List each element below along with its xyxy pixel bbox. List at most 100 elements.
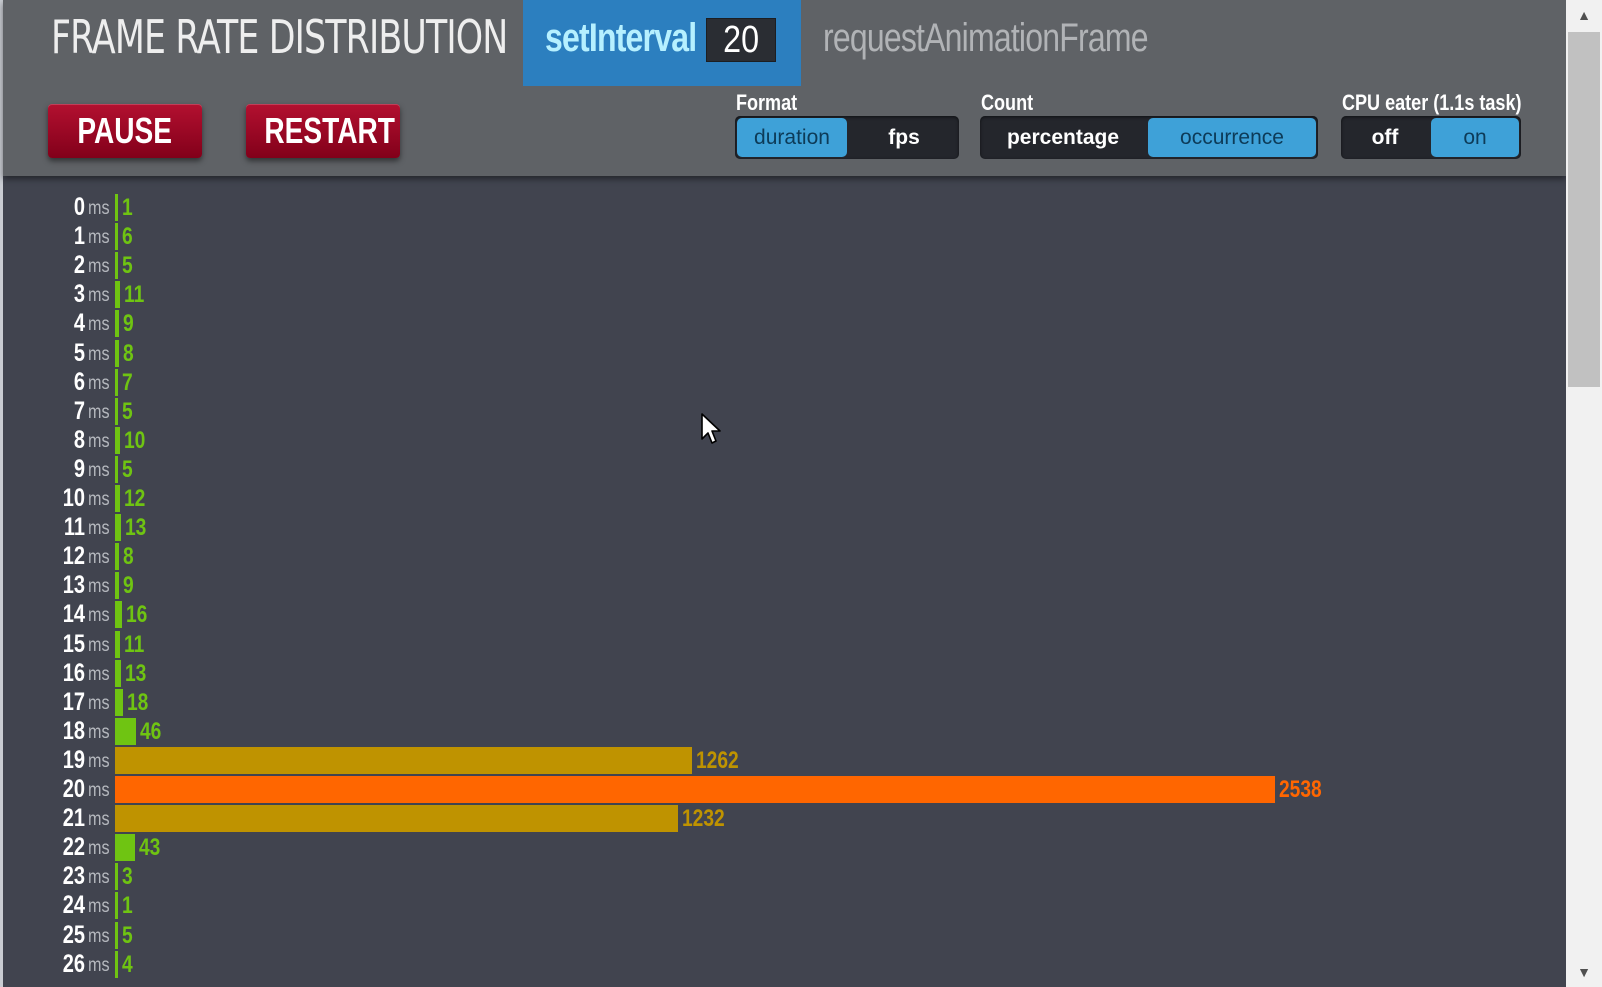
histogram-bar <box>115 630 120 658</box>
row-unit-label: ms <box>88 227 110 249</box>
pause-button-label: PAUSE <box>77 110 173 151</box>
row-duration-label: 24 <box>62 891 85 920</box>
histogram-row: 5 ms 8 <box>0 339 1560 368</box>
row-duration-label: 12 <box>62 542 85 571</box>
row-unit-label: ms <box>88 634 110 656</box>
row-count-label: 1232 <box>682 805 725 833</box>
row-count-label: 13 <box>125 514 147 542</box>
row-unit-label: ms <box>88 605 110 627</box>
vertical-scrollbar[interactable]: ▲ ▼ <box>1566 0 1602 987</box>
row-duration-label: 19 <box>62 745 85 774</box>
scroll-up-arrow-icon[interactable]: ▲ <box>1577 7 1591 23</box>
row-count-label: 9 <box>123 310 134 338</box>
interval-input[interactable]: 20 <box>706 18 776 62</box>
row-unit-label: ms <box>88 314 110 336</box>
row-count-label: 12 <box>124 485 146 512</box>
histogram-row: 22 ms 43 <box>0 833 1560 862</box>
histogram-row: 7 ms 5 <box>0 397 1560 426</box>
row-duration-label: 2 <box>73 251 85 280</box>
count-option-percentage[interactable]: percentage <box>1006 126 1120 149</box>
format-option-duration[interactable]: duration <box>737 118 847 157</box>
row-count-label: 7 <box>122 368 133 396</box>
restart-button[interactable]: RESTART <box>246 104 400 158</box>
histogram-bar <box>115 194 118 221</box>
mouse-pointer-icon <box>701 413 721 444</box>
format-toggle: duration fps <box>735 116 959 159</box>
histogram-row: 25 ms 5 <box>0 921 1560 950</box>
row-duration-label: 6 <box>73 367 85 396</box>
histogram-row: 23 ms 3 <box>0 862 1560 891</box>
row-unit-label: ms <box>88 896 110 918</box>
row-duration-label: 10 <box>62 484 85 512</box>
row-count-label: 16 <box>126 601 148 629</box>
histogram-row: 21 ms 1232 <box>0 804 1560 833</box>
histogram-bar <box>115 514 121 542</box>
row-unit-label: ms <box>88 198 110 219</box>
row-unit-label: ms <box>88 663 110 685</box>
row-unit-label: ms <box>88 518 110 540</box>
tab-setinterval-label: setInterval <box>545 16 697 60</box>
row-count-label: 5 <box>122 455 133 483</box>
format-label: Format <box>736 90 798 115</box>
cpu-option-on[interactable]: on <box>1431 118 1519 157</box>
histogram-row: 26 ms 4 <box>0 950 1560 979</box>
histogram-row: 2 ms 5 <box>0 251 1560 280</box>
row-duration-label: 8 <box>73 425 85 454</box>
histogram-bar <box>115 455 118 483</box>
cpu-option-off[interactable]: off <box>1371 126 1399 149</box>
row-duration-label: 26 <box>62 949 85 978</box>
row-unit-label: ms <box>88 372 110 394</box>
row-count-label: 1 <box>122 892 133 920</box>
row-unit-label: ms <box>88 954 110 976</box>
row-count-label: 13 <box>125 659 147 687</box>
histogram-row: 15 ms 11 <box>0 630 1560 659</box>
row-count-label: 9 <box>123 572 134 600</box>
histogram-bar <box>115 426 120 454</box>
row-count-label: 2538 <box>1279 776 1322 803</box>
histogram-row: 6 ms 7 <box>0 368 1560 397</box>
header-bar: FRAME RATE DISTRIBUTION setInterval 20 r… <box>3 0 1566 176</box>
histogram-row: 18 ms 46 <box>0 717 1560 746</box>
restart-button-label: RESTART <box>264 110 395 151</box>
histogram-row: 19 ms 1262 <box>0 746 1560 775</box>
row-count-label: 18 <box>127 688 149 716</box>
histogram-row: 11 ms 13 <box>0 513 1560 542</box>
window-left-edge <box>0 0 3 987</box>
count-toggle: percentage occurrence <box>980 116 1318 159</box>
histogram-bar <box>115 805 678 833</box>
row-unit-label: ms <box>88 867 110 889</box>
tab-setinterval[interactable]: setInterval 20 <box>523 0 801 86</box>
histogram-row: 16 ms 13 <box>0 659 1560 688</box>
histogram-row: 12 ms 8 <box>0 542 1560 571</box>
scroll-down-arrow-icon[interactable]: ▼ <box>1577 964 1591 980</box>
tab-request-animation-frame[interactable]: requestAnimationFrame <box>823 16 1148 60</box>
pause-button[interactable]: PAUSE <box>48 104 202 158</box>
histogram-bar <box>115 921 118 949</box>
row-count-label: 5 <box>122 921 133 949</box>
row-duration-label: 16 <box>62 658 85 687</box>
histogram-row: 13 ms 9 <box>0 571 1560 600</box>
histogram-bar <box>115 746 692 774</box>
row-unit-label: ms <box>88 547 110 569</box>
row-duration-label: 18 <box>62 716 85 745</box>
row-duration-label: 9 <box>73 454 85 483</box>
row-unit-label: ms <box>88 489 110 510</box>
histogram-bar <box>115 572 119 600</box>
count-label: Count <box>981 90 1034 115</box>
histogram-row: 20 ms 2538 <box>0 775 1560 804</box>
row-duration-label: 4 <box>73 309 85 338</box>
count-option-occurrence[interactable]: occurrence <box>1148 118 1316 157</box>
row-duration-label: 0 <box>73 193 85 221</box>
row-duration-label: 3 <box>73 280 85 309</box>
histogram-row: 14 ms 16 <box>0 600 1560 629</box>
row-count-label: 8 <box>123 339 134 367</box>
row-unit-label: ms <box>88 721 110 743</box>
row-duration-label: 13 <box>62 571 85 600</box>
histogram-bar <box>115 659 121 687</box>
row-unit-label: ms <box>88 343 110 365</box>
row-count-label: 46 <box>140 717 162 745</box>
row-unit-label: ms <box>88 809 110 831</box>
format-option-fps[interactable]: fps <box>888 126 920 149</box>
row-count-label: 8 <box>123 543 134 571</box>
scrollbar-thumb[interactable] <box>1568 32 1600 387</box>
